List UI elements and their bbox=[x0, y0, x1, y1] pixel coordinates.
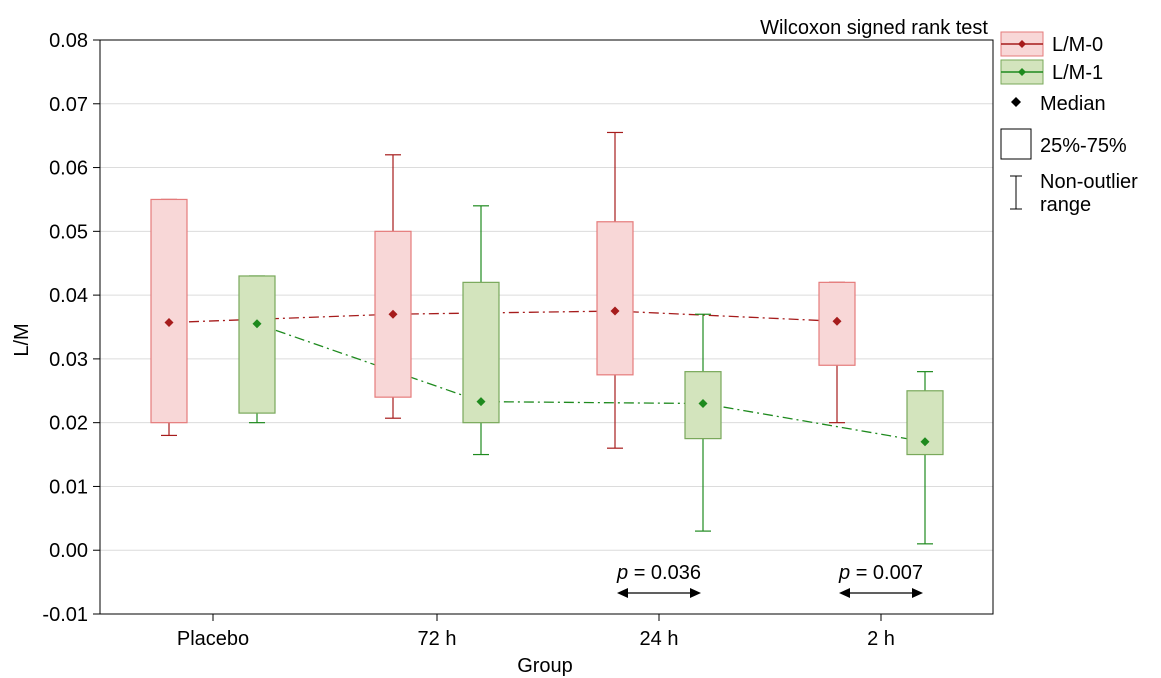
box-lm1 bbox=[684, 313, 722, 532]
x-tick-label: Placebo bbox=[177, 628, 249, 650]
legend-diamond-lm0 bbox=[1018, 40, 1026, 48]
annotations: p = 0.036 p = 0.007 bbox=[616, 562, 923, 598]
grid-lines bbox=[100, 103, 993, 551]
legend-diamond-lm1 bbox=[1018, 68, 1026, 76]
x-axis: Placebo 72 h 24 h 2 h bbox=[177, 614, 895, 650]
arrow-left-icon bbox=[839, 588, 850, 598]
y-tick-label: 0.07 bbox=[49, 94, 88, 116]
median-connecting-lines bbox=[168, 310, 926, 443]
plot-frame bbox=[99, 39, 994, 615]
chart-title: Wilcoxon signed rank test bbox=[760, 17, 988, 39]
series-line-lm0 bbox=[168, 310, 838, 324]
median-point bbox=[610, 306, 620, 316]
iqr-box bbox=[150, 198, 188, 424]
median-point bbox=[698, 399, 708, 409]
median-point bbox=[832, 316, 842, 326]
arrow-left-icon bbox=[617, 588, 628, 598]
y-tick-label: 0.06 bbox=[49, 158, 88, 180]
median-point bbox=[476, 397, 486, 407]
median-point bbox=[164, 318, 174, 328]
arrow-right-icon bbox=[690, 588, 701, 598]
legend-box-icon bbox=[1000, 128, 1032, 160]
x-tick-label: 24 h bbox=[640, 628, 679, 650]
p-value-annotation: p = 0.007 bbox=[838, 562, 923, 598]
iqr-box bbox=[238, 275, 276, 414]
legend-range-icon bbox=[1010, 175, 1022, 210]
legend-median-diamond-icon bbox=[1011, 97, 1021, 107]
box-lm0 bbox=[818, 281, 856, 424]
median-point bbox=[252, 319, 262, 329]
y-tick-label: 0.02 bbox=[49, 413, 88, 435]
y-tick-label: -0.01 bbox=[42, 604, 88, 626]
median-point bbox=[388, 309, 398, 319]
box-lm0 bbox=[150, 198, 188, 437]
y-tick-label: 0.04 bbox=[49, 285, 88, 307]
box-lm0 bbox=[374, 154, 412, 419]
box-lm1 bbox=[462, 205, 500, 456]
series-line-lm1 bbox=[256, 323, 926, 443]
y-tick-label: 0.00 bbox=[49, 540, 88, 562]
box-plots bbox=[150, 131, 944, 545]
y-tick-label: 0.08 bbox=[49, 30, 88, 52]
median-markers bbox=[164, 306, 930, 447]
p-value-annotation: p = 0.036 bbox=[616, 562, 701, 598]
arrow-right-icon bbox=[912, 588, 923, 598]
p-value-label: p = 0.007 bbox=[838, 562, 923, 584]
legend-label-lm0: L/M-0 bbox=[1052, 34, 1103, 56]
p-value-label: p = 0.036 bbox=[616, 562, 701, 584]
x-tick-label: 72 h bbox=[418, 628, 457, 650]
y-tick-label: 0.03 bbox=[49, 349, 88, 371]
box-lm0 bbox=[596, 131, 634, 449]
y-tick-label: 0.05 bbox=[49, 221, 88, 243]
median-point bbox=[920, 437, 930, 447]
y-axis-label: L/M bbox=[11, 323, 33, 356]
legend-label-lm1: L/M-1 bbox=[1052, 62, 1103, 84]
legend-label-range-line2: range bbox=[1040, 194, 1091, 216]
iqr-box bbox=[596, 221, 634, 376]
legend-label-median: Median bbox=[1040, 93, 1106, 115]
box-lm1 bbox=[238, 275, 276, 424]
legend-label-box: 25%-75% bbox=[1040, 135, 1127, 157]
y-tick-label: 0.01 bbox=[49, 476, 88, 498]
legend-label-range-line1: Non-outlier bbox=[1040, 171, 1138, 193]
x-axis-label: Group bbox=[517, 655, 573, 677]
legend: L/M-0 L/M-1 Median 25%-75% Non-outlier r… bbox=[1000, 31, 1138, 216]
box-lm1 bbox=[906, 371, 944, 545]
y-axis: -0.01 0.00 0.01 0.02 0.03 0.04 0.05 0.06 0.07 0.0… bbox=[42, 30, 100, 626]
x-tick-label: 2 h bbox=[867, 628, 895, 650]
